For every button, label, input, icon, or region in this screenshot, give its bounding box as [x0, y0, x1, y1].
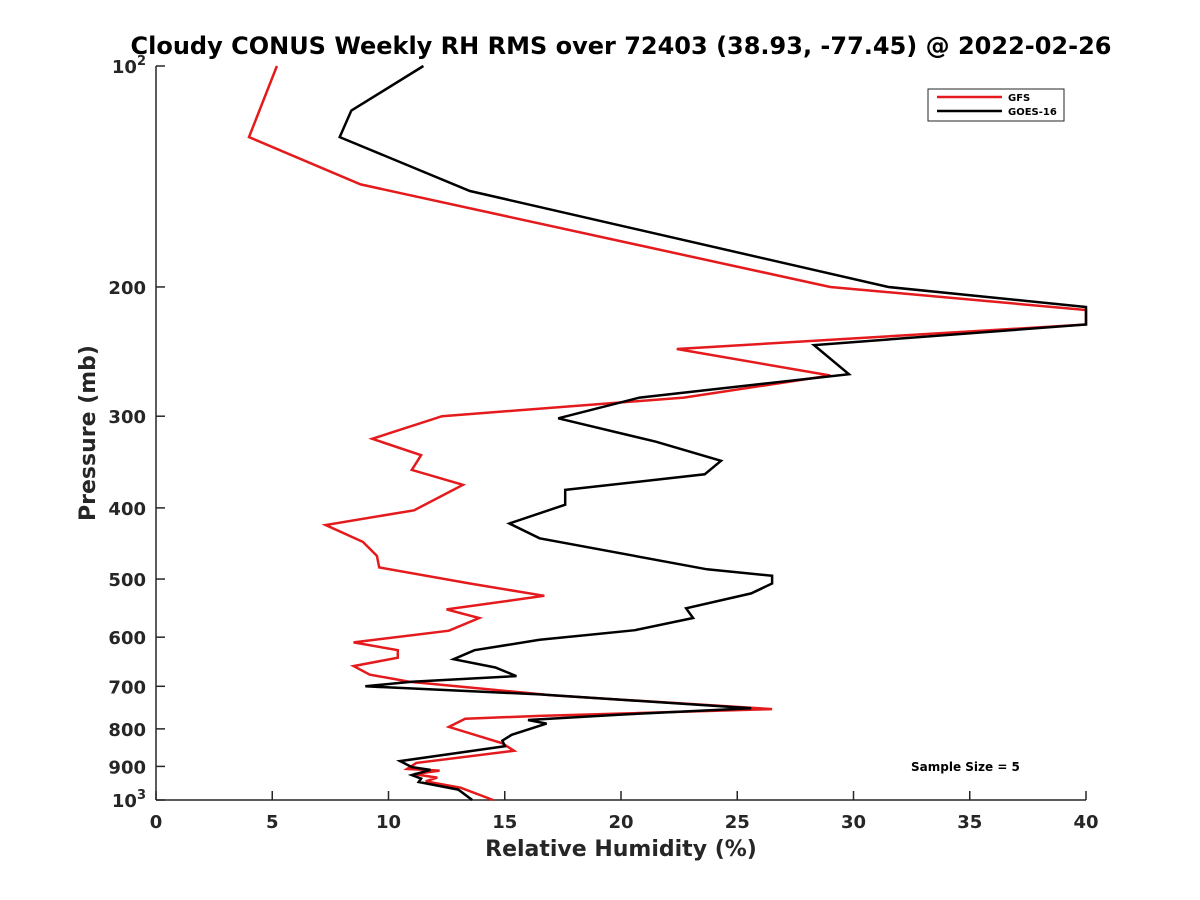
y-tick-label: 103: [112, 788, 146, 812]
y-tick-label: 400: [108, 499, 146, 520]
y-tick-label: 700: [108, 677, 146, 698]
plot-area: 0 5 10 15 20 25 30 35 40 102 200 300 400 500 600 700 800…: [108, 54, 1098, 833]
chart-title: Cloudy CONUS Weekly RH RMS over 72403 (3…: [131, 32, 1112, 60]
y-axis-label: Pressure (mb): [76, 345, 101, 521]
x-tick-label: 35: [957, 812, 982, 833]
legend-label-goes16: GOES-16: [1008, 107, 1057, 118]
y-tick-label: 500: [108, 570, 146, 591]
x-tick-label: 25: [725, 812, 750, 833]
x-tick-label: 0: [150, 812, 163, 833]
x-axis-label: Relative Humidity (%): [485, 837, 757, 862]
series-lines: [247, 64, 1088, 802]
x-tick-label: 5: [266, 812, 279, 833]
legend-label-gfs: GFS: [1008, 93, 1030, 104]
axis-ticks: 0 5 10 15 20 25 30 35 40 102 200 300 400 500 600 700 800…: [108, 54, 1098, 833]
legend: GFS GOES-16: [927, 88, 1065, 122]
y-tick-label: 102: [112, 54, 146, 78]
series-line-gfs: [247, 65, 1088, 802]
x-tick-label: 10: [376, 812, 401, 833]
legend-box: [927, 88, 1065, 122]
y-tick-label: 200: [108, 278, 146, 299]
y-tick-label: 900: [108, 757, 146, 778]
series-line-goes-16: [338, 64, 1088, 802]
y-tick-label: 800: [108, 720, 146, 741]
y-tick-label: 300: [108, 407, 146, 428]
sample-size-annotation: Sample Size = 5: [911, 760, 1020, 774]
x-tick-label: 20: [608, 812, 633, 833]
x-tick-label: 15: [492, 812, 517, 833]
y-tick-label: 600: [108, 628, 146, 649]
x-tick-label: 30: [841, 812, 866, 833]
x-tick-label: 40: [1073, 812, 1098, 833]
